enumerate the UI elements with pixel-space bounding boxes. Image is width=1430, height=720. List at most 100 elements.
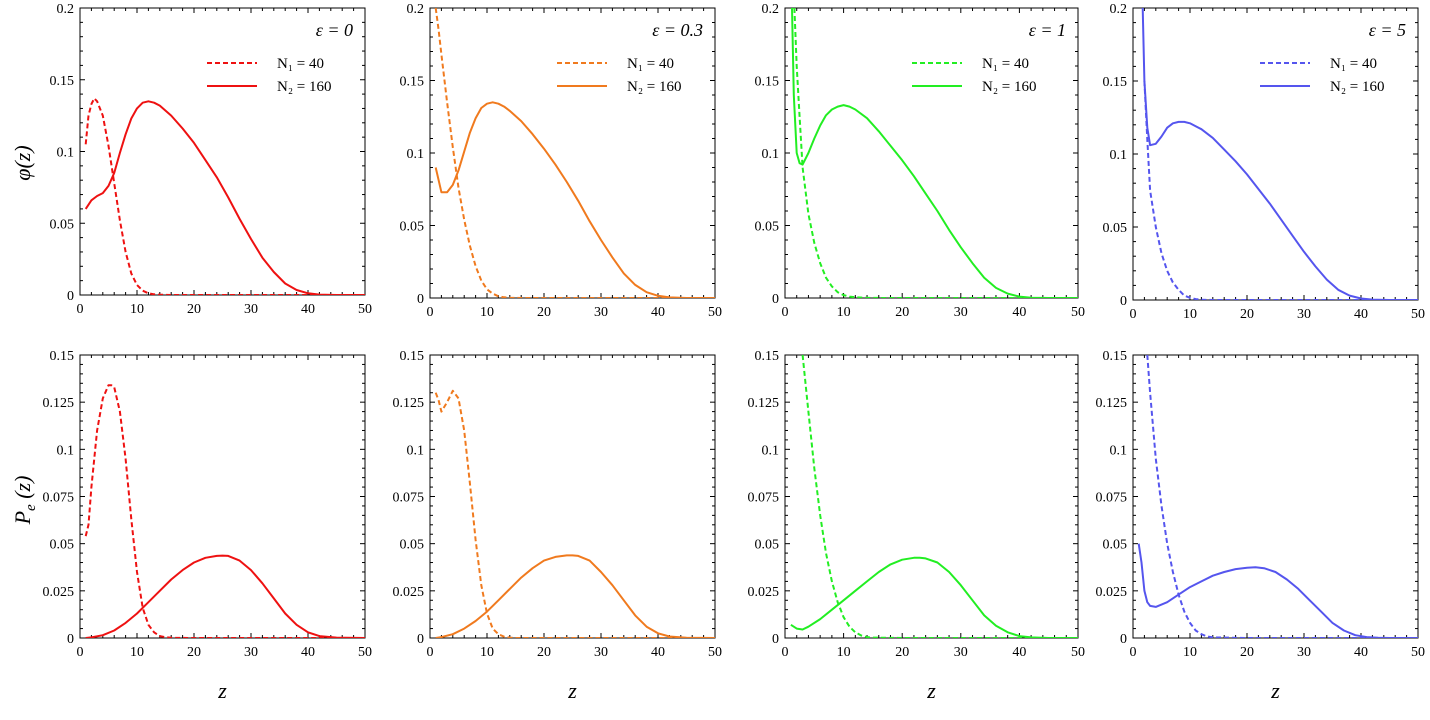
series-n1-line [84,384,365,638]
legend-label-n1: N₁ = 40 [1330,56,1377,72]
legend-label-n1: N₁ = 40 [277,56,324,72]
x-tick-label: 30 [1297,307,1311,322]
panel-pe-eps0: 0 10 20 30 40 50 0 0.025 0.05 0.075 0.1 0.125 0.15 z [43,349,373,703]
x-tick-label: 10 [130,302,144,317]
x-tick-label: 50 [1071,645,1085,660]
y-tick-label: 0.2 [762,2,780,17]
x-tick-label: 40 [1354,307,1368,322]
y-tick-label: 0.05 [755,538,780,553]
legend-label-n1: N₁ = 40 [982,56,1029,72]
panel-title: ε = 5 [1369,20,1406,40]
y-tick-label: 0.05 [755,220,780,235]
x-axis-label: z [567,678,577,703]
y-tick-label: 0.15 [1103,75,1128,90]
y-tick-label: 0.1 [762,443,780,458]
x-tick-label: 0 [782,305,789,320]
row2-ylabel: Pe (z) [10,476,39,526]
y-tick-label: 0 [1120,632,1127,647]
plot-frame [784,7,1079,299]
x-tick-label: 20 [1240,645,1254,660]
x-tick-label: 10 [480,645,494,660]
y-tick-label: 0 [417,292,424,307]
x-tick-label: 0 [427,305,434,320]
y-tick-label: 0.025 [1096,585,1128,600]
x-tick-label: 20 [1240,307,1254,322]
x-tick-label: 30 [954,645,968,660]
series-n1-line [1146,355,1418,638]
x-tick-label: 30 [954,305,968,320]
plot-frame [79,354,366,639]
y-tick-label: 0 [67,632,74,647]
y-tick-label: 0.2 [1110,2,1128,17]
plot-frame [1132,7,1419,301]
panel-pe-eps03: 0 10 20 30 40 50 0 0.025 0.05 0.075 0.1 0.125 0.15 z [393,349,723,703]
x-tick-label: 0 [427,645,434,660]
legend-label-n2: N₂ = 160 [982,79,1037,95]
series-group [434,8,715,298]
legend-label-n2: N₂ = 160 [277,79,332,95]
x-axis-label: z [217,678,227,703]
x-tick-label: 20 [537,305,551,320]
series-n1-line [801,355,1078,638]
series-n2-line [435,554,715,638]
legend-label-n2: N₂ = 160 [1330,79,1385,95]
y-tick-label: 0.1 [407,443,425,458]
x-tick-label: 20 [895,305,909,320]
series-group [1137,355,1418,638]
y-tick-label: 0.05 [400,220,425,235]
series-n1-line [84,97,365,295]
x-tick-label: 10 [1183,307,1197,322]
x-tick-label: 50 [358,645,372,660]
y-tick-label: 0 [1120,294,1127,309]
panel-phi-eps03: 0 10 20 30 40 50 0 0.05 0.1 0.15 0.2 ε = 0.3 N₁ = 40… [400,2,723,320]
series-n2-line [85,554,365,638]
y-tick-label: 0.025 [393,585,425,600]
series-group [84,384,365,638]
series-n1-line [793,8,1078,298]
series-n2-line [434,101,715,298]
y-tick-label: 0.15 [755,349,780,364]
panel-title: ε = 1 [1029,20,1066,40]
x-axis-label: z [1270,678,1280,703]
y-tick-label: 0.1 [762,147,780,162]
legend-label-n1: N₁ = 40 [627,56,674,72]
series-n2-line [791,8,1078,298]
y-tick-label: 0 [772,632,779,647]
x-tick-label: 50 [708,305,722,320]
series-group [84,97,365,295]
y-tick-label: 0.125 [393,396,425,411]
x-tick-label: 50 [708,645,722,660]
y-tick-label: 0.05 [50,538,75,553]
y-tick-label: 0.15 [1103,349,1128,364]
y-tick-label: 0.075 [748,491,780,506]
y-tick-label: 0.15 [400,349,425,364]
x-tick-label: 50 [1071,305,1085,320]
y-tick-label: 0.1 [57,443,75,458]
panel-pe-eps5: 0 10 20 30 40 50 0 0.025 0.05 0.075 0.1 0.125 0.15 z [1096,349,1426,703]
x-tick-label: 0 [77,302,84,317]
y-tick-label: 0 [772,292,779,307]
y-tick-label: 0.125 [1096,396,1128,411]
y-tick-label: 0.15 [400,75,425,90]
series-group [1141,8,1418,300]
x-tick-label: 40 [1012,305,1026,320]
y-tick-label: 0 [417,632,424,647]
plot-frame [79,7,366,296]
x-tick-label: 30 [594,645,608,660]
x-tick-label: 40 [651,305,665,320]
y-tick-label: 0.075 [393,491,425,506]
row2-ylabel-tail: (z) [10,476,35,505]
x-tick-label: 0 [782,645,789,660]
x-tick-label: 50 [1411,645,1425,660]
x-tick-label: 30 [244,645,258,660]
y-tick-label: 0 [67,289,74,304]
x-tick-label: 20 [895,645,909,660]
x-tick-label: 30 [1297,645,1311,660]
y-tick-label: 0.1 [407,147,425,162]
y-tick-label: 0.2 [407,2,425,17]
x-tick-label: 50 [358,302,372,317]
x-axis-label: z [926,678,936,703]
series-n2-line [790,556,1078,638]
x-tick-label: 30 [244,302,258,317]
